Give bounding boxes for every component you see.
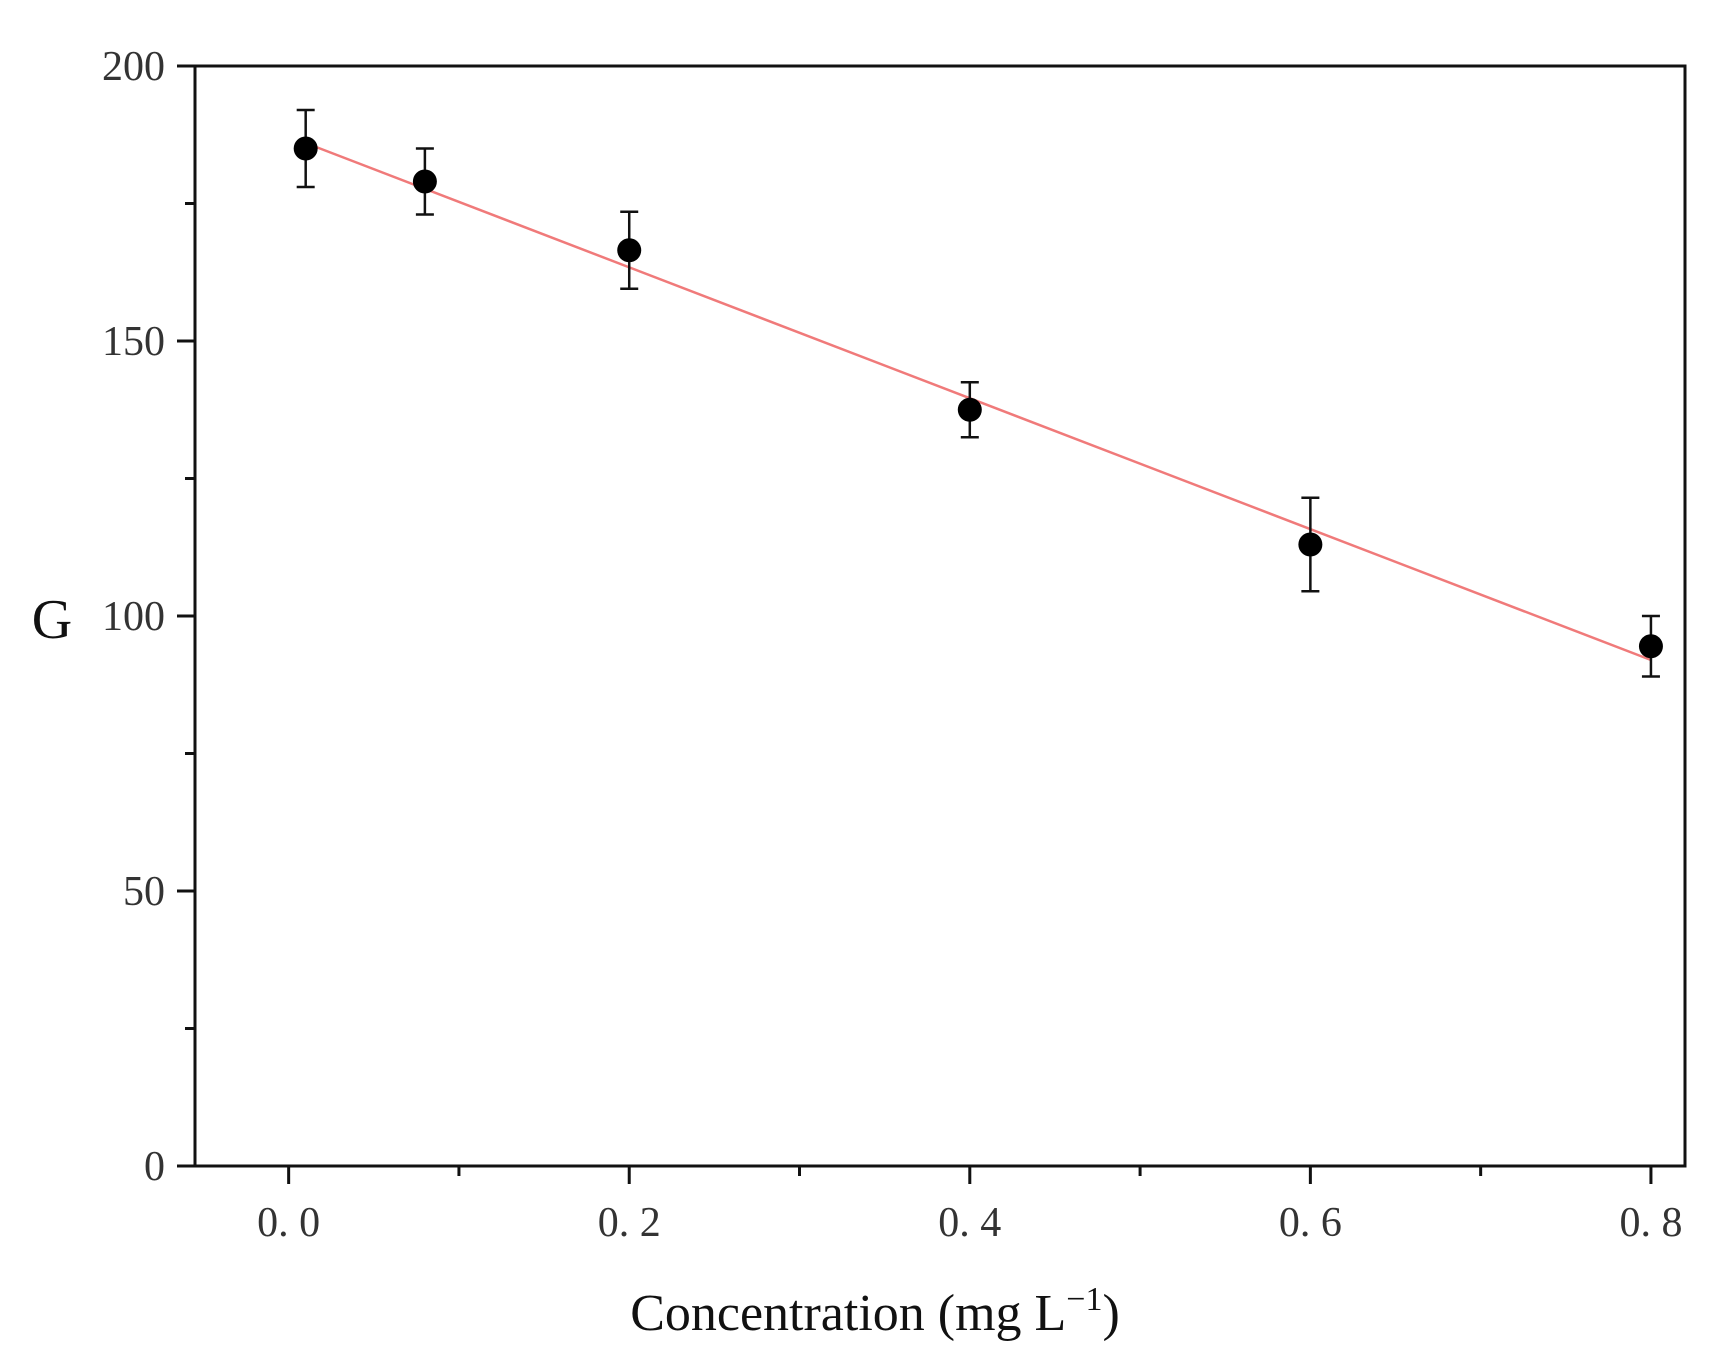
x-axis-title-close: ) [1102, 1285, 1119, 1342]
y-tick-label: 0 [144, 1144, 165, 1190]
x-axis-title-superscript: −1 [1066, 1281, 1102, 1318]
x-tick-label: 0. 6 [1279, 1200, 1342, 1246]
data-point [293, 136, 318, 161]
x-tick-label: 0. 2 [598, 1200, 661, 1246]
x-tick-label: 0. 4 [938, 1200, 1001, 1246]
x-tick-label: 0. 8 [1619, 1200, 1682, 1246]
x-axis-title-main: Concentration (mg L [630, 1285, 1066, 1342]
y-tick-label: 200 [102, 44, 165, 90]
data-point [617, 238, 642, 263]
y-tick-label: 150 [102, 319, 165, 365]
y-tick-label: 50 [123, 869, 165, 915]
data-point [957, 397, 982, 422]
y-tick-label: 100 [102, 594, 165, 640]
plot-frame [193, 64, 1687, 1168]
data-point [1298, 532, 1323, 557]
data-point [412, 169, 437, 194]
data-point [1638, 634, 1663, 659]
y-axis-title: G [32, 589, 72, 651]
x-tick-label: 0. 0 [257, 1200, 320, 1246]
x-axis-title: Concentration (mg L−1) [630, 1281, 1120, 1342]
